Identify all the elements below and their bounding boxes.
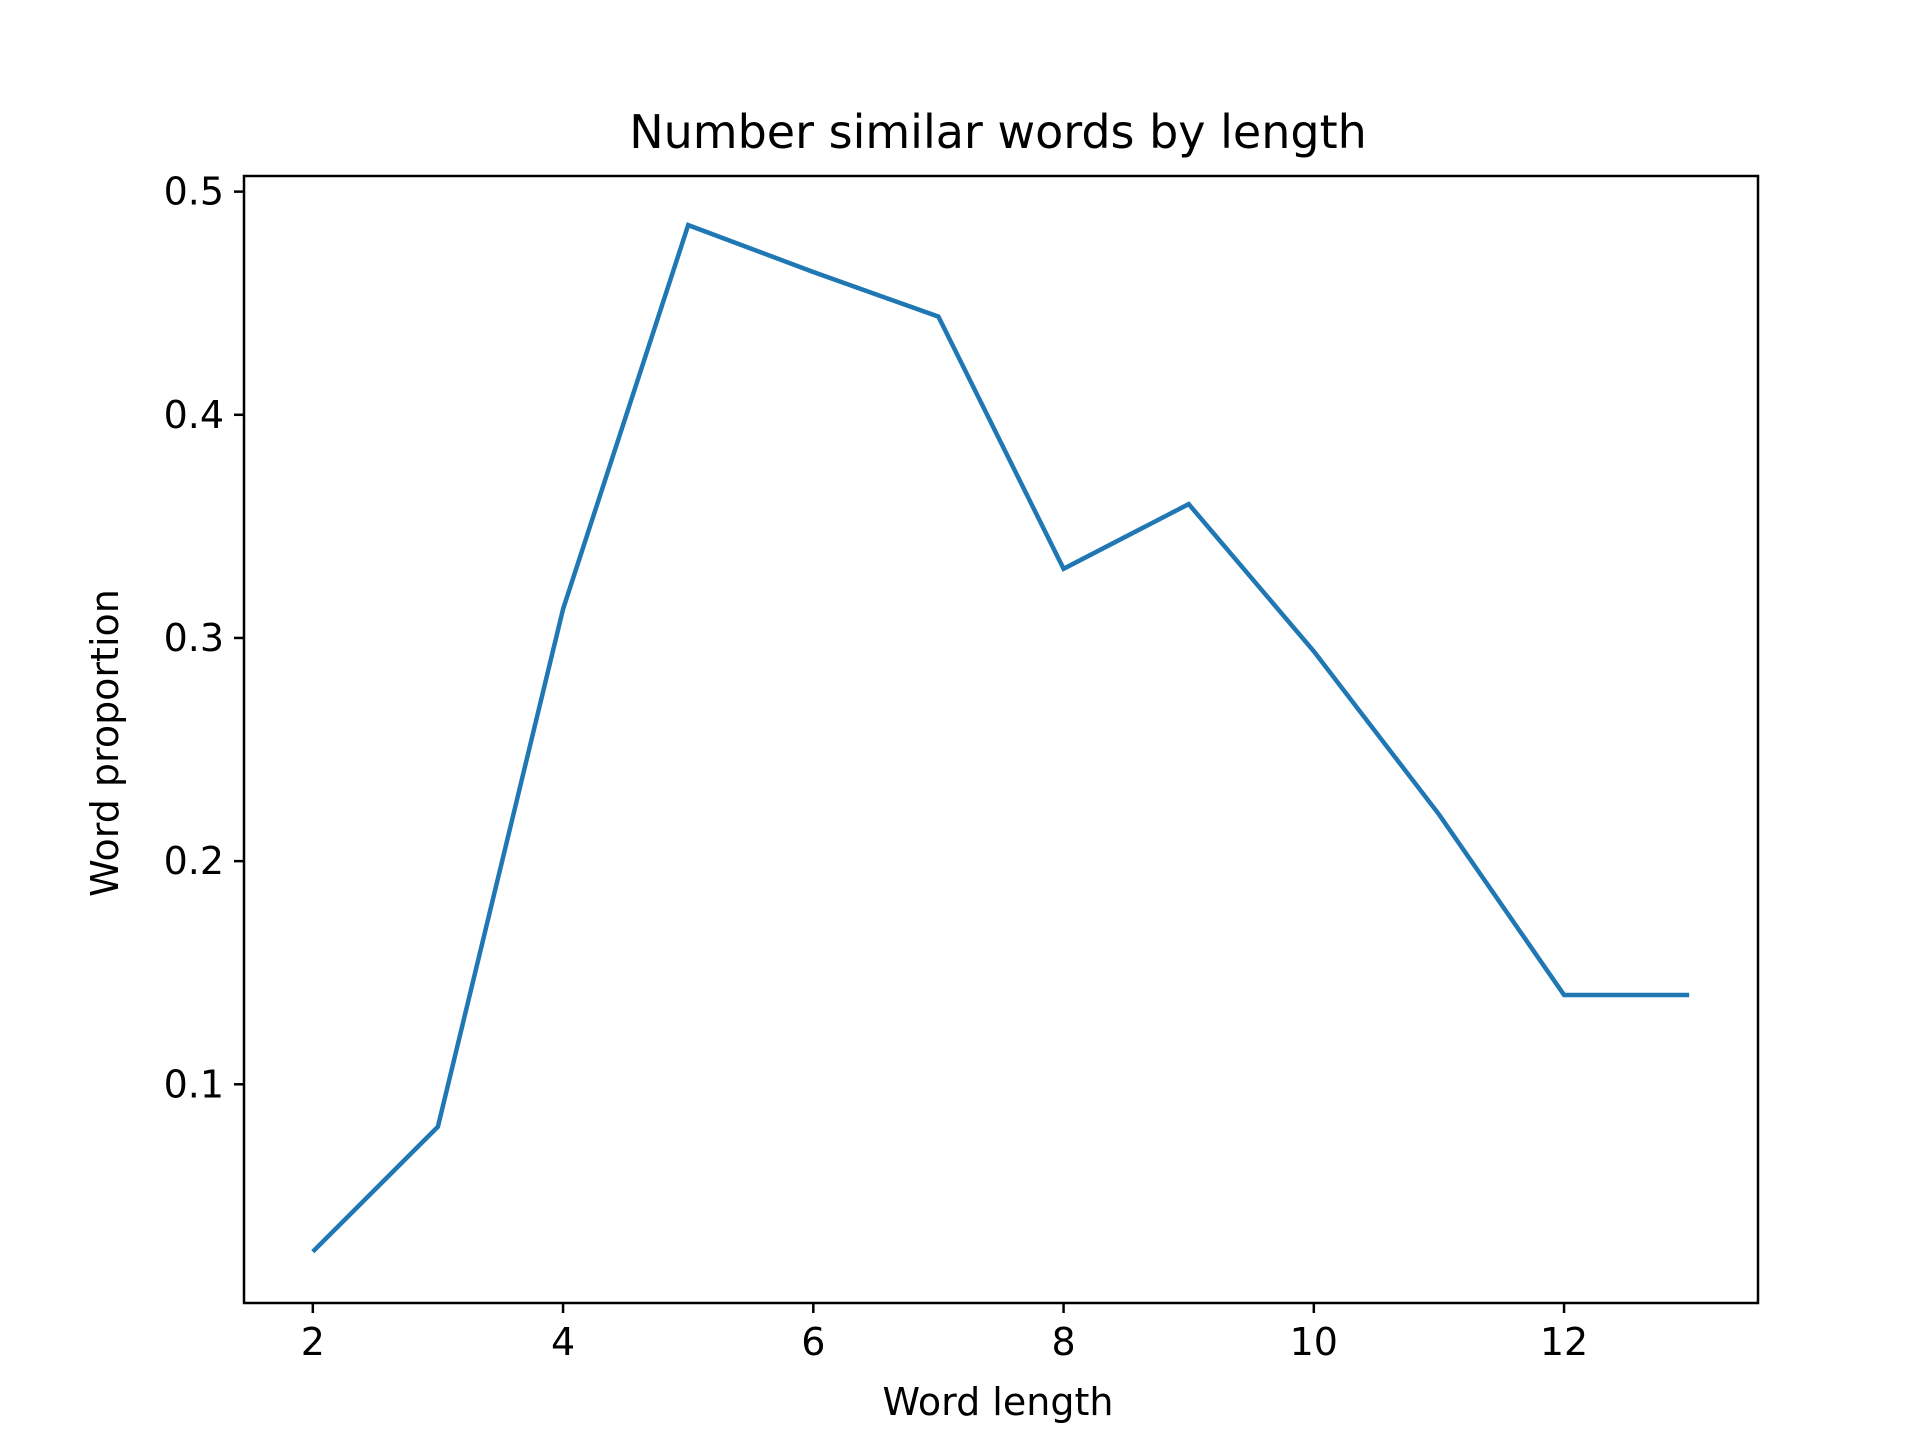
plot-area (242, 174, 1760, 1305)
chart-title: Number similar words by length (629, 105, 1367, 159)
series-line-0 (311, 222, 1690, 1254)
y-tick-label: 0.3 (164, 616, 224, 660)
x-tick-label: 8 (1051, 1320, 1075, 1364)
x-tick-label: 6 (801, 1320, 825, 1364)
x-tick-label: 4 (551, 1320, 575, 1364)
x-tick-label: 12 (1540, 1320, 1588, 1364)
x-tick-label: 2 (301, 1320, 325, 1364)
axes-frame (242, 174, 1760, 1305)
y-tick-label: 0.5 (164, 170, 224, 214)
y-tick-label: 0.4 (164, 393, 224, 437)
x-axis: 2 4 6 8 10 12 (301, 1303, 1588, 1364)
y-tick-label: 0.1 (164, 1062, 224, 1106)
x-axis-label: Word length (883, 1380, 1114, 1424)
y-tick-label: 0.2 (164, 839, 224, 883)
x-tick-label: 10 (1290, 1320, 1338, 1364)
y-axis: 0.1 0.2 0.3 0.4 0.5 (164, 170, 244, 1106)
y-axis-label: Word proportion (83, 589, 127, 897)
